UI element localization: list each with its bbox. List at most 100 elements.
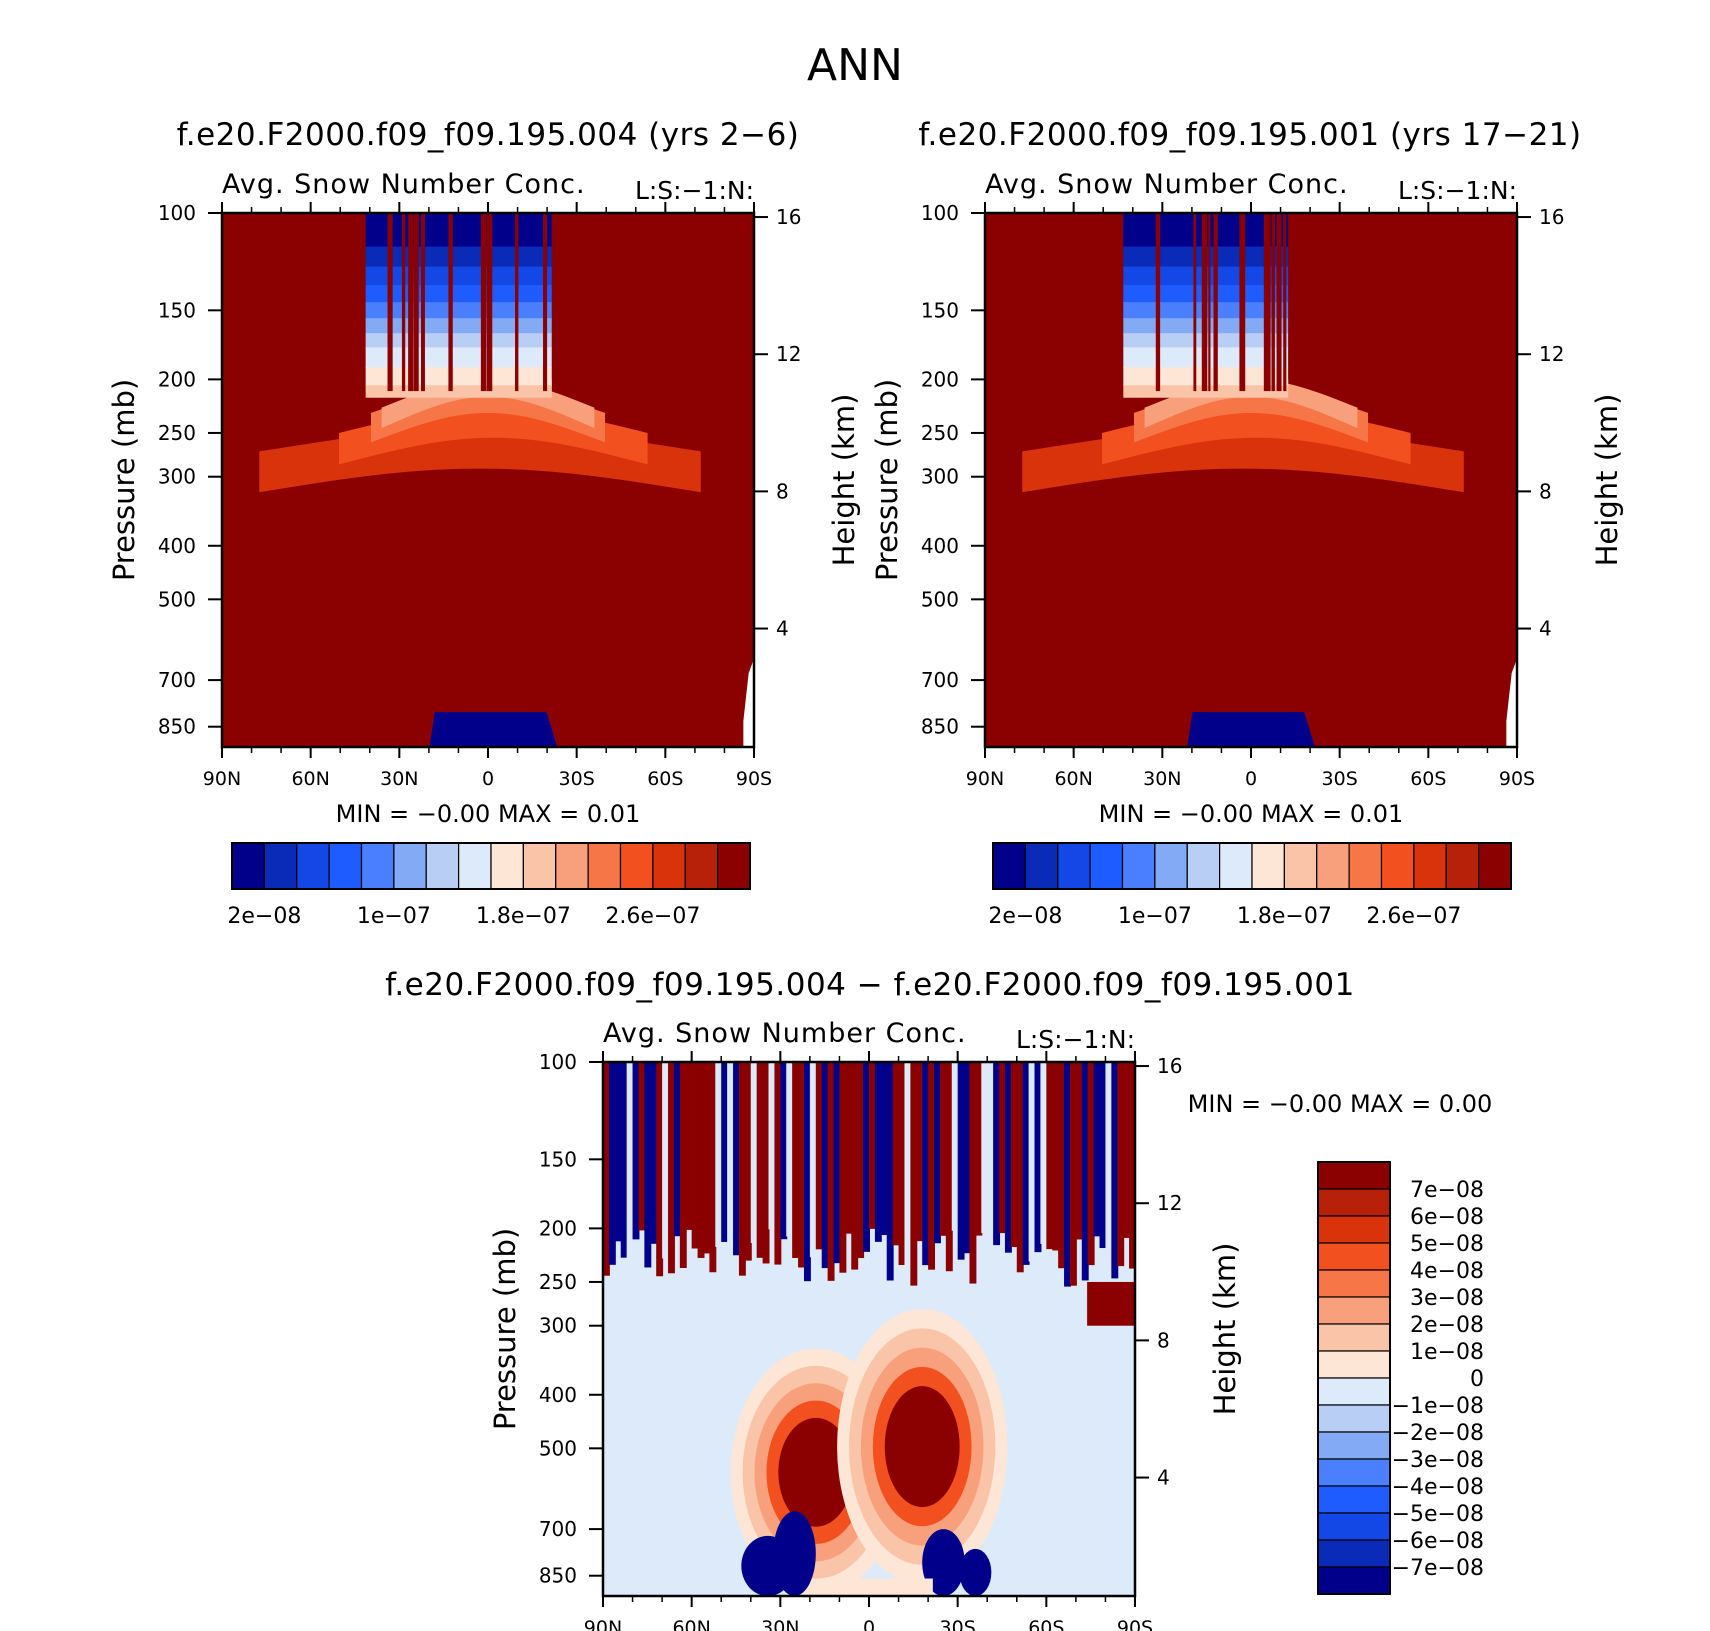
upper-streak [1004,1062,1012,1253]
x-tick-label: 90N [203,768,241,790]
upper-streak [614,1062,622,1242]
upper-streak [934,1062,941,1244]
colorbar-label: −3e−08 [1392,1448,1484,1473]
colorbar-label: 7e−08 [1410,1178,1484,1203]
upper-streak [892,1062,900,1246]
colorbar-cell [1121,842,1156,890]
blue-layer [365,246,552,268]
upper-streak [1123,1062,1131,1238]
upper-streak [957,1062,965,1260]
missing-region [743,658,754,747]
colorbar-cell [1154,842,1188,890]
x-tick-label: 90S [1499,768,1535,790]
upper-streak [650,1062,658,1244]
upper-streak [703,1062,711,1254]
x-tick-label: 0 [1245,768,1257,790]
main-title: ANN [807,40,903,91]
streak [480,213,487,392]
colorbar-frame [992,842,1512,890]
panel-title: f.e20.F2000.f09_f09.195.004 − f.e20.F200… [385,967,1355,1003]
colorbar-cell [587,842,622,890]
colorbar-cell [1317,1485,1391,1514]
upper-streak [809,1062,817,1258]
contour-field [222,213,754,747]
surface-blue-blob [429,712,558,747]
y-axis-label: Pressure (mb) [107,379,141,581]
streak [515,213,519,392]
colorbar-frame [1317,1161,1391,1595]
warm-blob-left [778,1417,854,1527]
upper-streak [821,1062,829,1269]
colorbar-cell [490,842,524,890]
colorbar-cell [1317,1269,1391,1298]
upper-streak [845,1062,853,1234]
min-max-stats: MIN = −0.00 MAX = 0.00 [1188,1090,1493,1118]
upper-streak [697,1062,705,1258]
upper-streak [839,1062,847,1273]
streak [1155,213,1161,392]
upper-streak [999,1062,1006,1234]
y-tick-label: 300 [921,465,959,489]
upper-streak [644,1062,652,1268]
plot-subtitle: Avg. Snow Number Conc. [603,1018,967,1049]
colorbar-cell [328,842,363,890]
y-tick-label: 300 [539,1314,577,1338]
streak [543,213,548,392]
colorbar-cell [1317,1431,1391,1460]
x-tick-label: 60S [1028,1617,1064,1631]
colorbar-cell [296,842,330,890]
plot-subtitle-right: L:S:−1:N: [1016,1025,1135,1054]
blue-layer [365,347,552,369]
y2-tick-label: 4 [1157,1466,1170,1490]
x-tick-label: 0 [482,768,494,790]
upper-streak [880,1062,888,1236]
streak [421,213,425,392]
panel-3: f.e20.F2000.f09_f09.195.004 − f.e20.F200… [385,967,1492,1631]
streak [413,213,419,392]
upper-streak [904,1062,912,1268]
upper-streak [1081,1062,1089,1281]
y-tick-label: 400 [921,534,959,558]
colorbar-label: 4e−08 [1410,1259,1484,1284]
colorbar-label: 1.8e−07 [1237,904,1332,929]
x-tick-label: 60N [672,1617,710,1631]
upper-streak [721,1062,729,1242]
upper-streak [603,1062,610,1276]
upper-streak [638,1062,646,1231]
y-tick-label: 500 [158,587,196,611]
colorbar-label: 0 [1470,1367,1484,1392]
x-tick-label: 90S [1117,1617,1153,1631]
upper-streak [1075,1062,1083,1240]
colorbar-cell [1348,842,1383,890]
colorbar-label: 2e−08 [227,904,301,929]
x-tick-label: 30N [380,768,418,790]
colorbar-frame [231,842,751,890]
streak [1283,213,1287,392]
y2-tick-label: 12 [1157,1191,1182,1215]
upper-streak [1117,1062,1125,1267]
colorbar-cell [555,842,589,890]
streak [1193,213,1197,392]
upper-streak [733,1062,740,1256]
upper-streak [987,1062,995,1247]
upper-streak [1058,1062,1066,1269]
colorbar-cell [1317,1539,1391,1568]
colorbar-cell [458,842,492,890]
colorbar-label: 2.6e−07 [1366,904,1461,929]
upper-right-block [1087,1281,1135,1326]
contour-field [603,1062,1135,1596]
y-tick-label: 500 [921,587,959,611]
upper-streak [632,1062,640,1240]
panel-title: f.e20.F2000.f09_f09.195.004 (yrs 2−6) [177,117,800,153]
colorbar-label: −7e−08 [1392,1556,1484,1581]
y-tick-label: 250 [921,421,959,445]
upper-streak [1022,1062,1030,1265]
upper-streak [1087,1062,1095,1266]
y-tick-label: 400 [539,1383,577,1407]
x-tick-label: 90N [584,1617,622,1631]
y2-tick-label: 16 [1157,1054,1182,1078]
colorbar-cell [1445,842,1480,890]
y-tick-label: 250 [539,1270,577,1294]
y-tick-label: 200 [539,1216,577,1240]
